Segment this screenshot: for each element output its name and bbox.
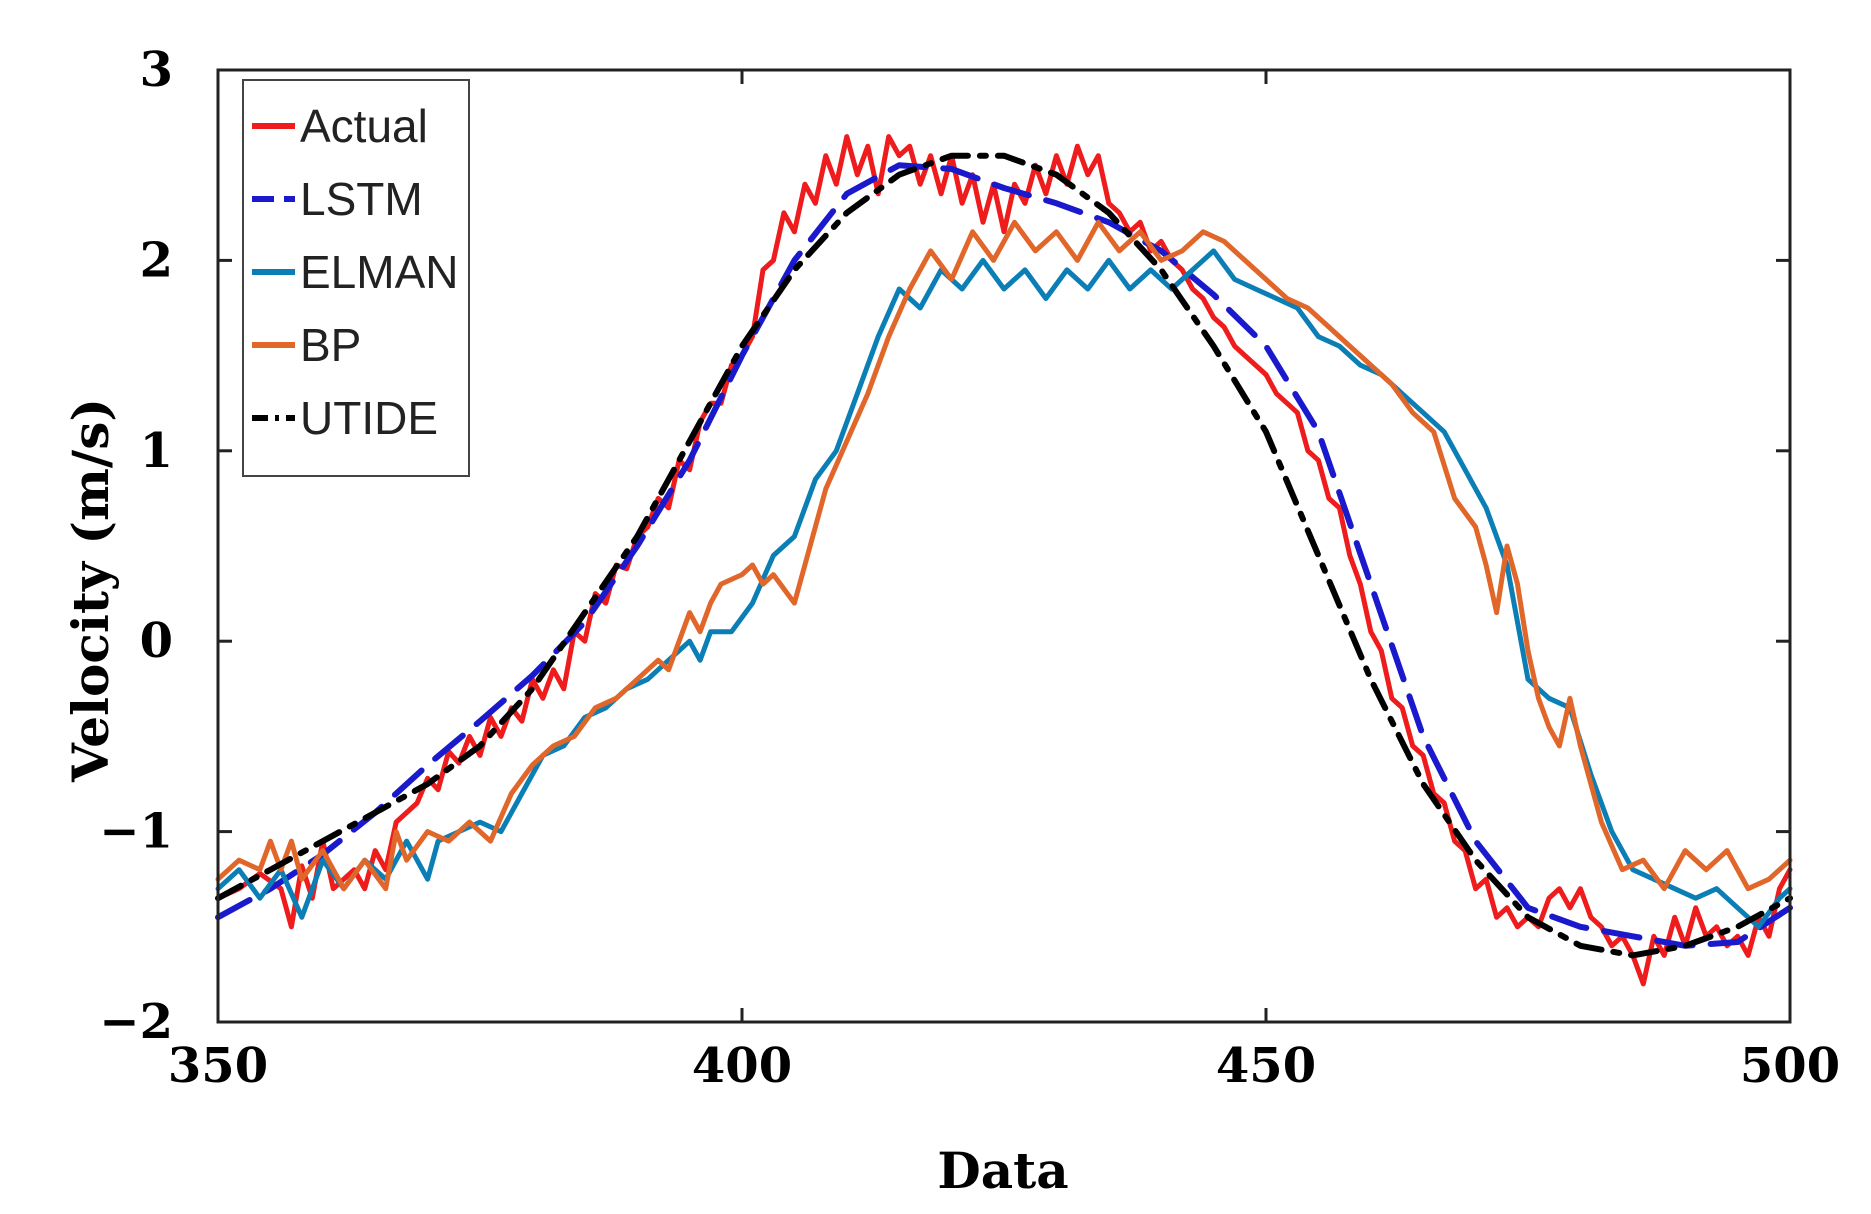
y-tick-label: 2 — [140, 232, 173, 288]
legend-label-bp: BP — [300, 319, 361, 371]
y-tick-label: 3 — [140, 42, 173, 98]
plot-frame — [216, 68, 1792, 1024]
series-layer — [215, 134, 1793, 987]
y-tick-label: −2 — [99, 994, 173, 1050]
x-tick-label: 450 — [1216, 1038, 1316, 1094]
x-tick-label: 500 — [1740, 1038, 1840, 1094]
series-line-utide — [215, 152, 1793, 959]
legend-box — [242, 79, 470, 477]
series-line-bp — [215, 219, 1793, 892]
y-tick-label: −1 — [99, 804, 173, 860]
series-line-elman — [215, 248, 1793, 930]
ticks-layer — [216, 68, 1792, 1024]
x-tick-label: 400 — [692, 1038, 792, 1094]
legend-label-actual: Actual — [300, 100, 428, 152]
legend: Actual LSTM ELMAN BP UTIDE — [242, 79, 470, 477]
x-tick-label: 350 — [168, 1038, 268, 1094]
legend-label-lstm: LSTM — [300, 173, 423, 225]
y-axis-title: Velocity (m/s) — [61, 398, 120, 783]
legend-label-elman: ELMAN — [300, 246, 458, 298]
legend-items: Actual LSTM ELMAN BP UTIDE — [252, 100, 458, 444]
y-tick-labels: −2 −1 0 1 2 3 — [99, 42, 173, 1050]
legend-label-utide: UTIDE — [300, 392, 438, 444]
x-tick-labels: 350 400 450 500 — [168, 1038, 1840, 1094]
y-tick-label: 1 — [140, 423, 173, 479]
y-tick-label: 0 — [140, 613, 173, 669]
series-line-lstm — [215, 162, 1793, 949]
x-axis-title: Data — [937, 1141, 1068, 1200]
